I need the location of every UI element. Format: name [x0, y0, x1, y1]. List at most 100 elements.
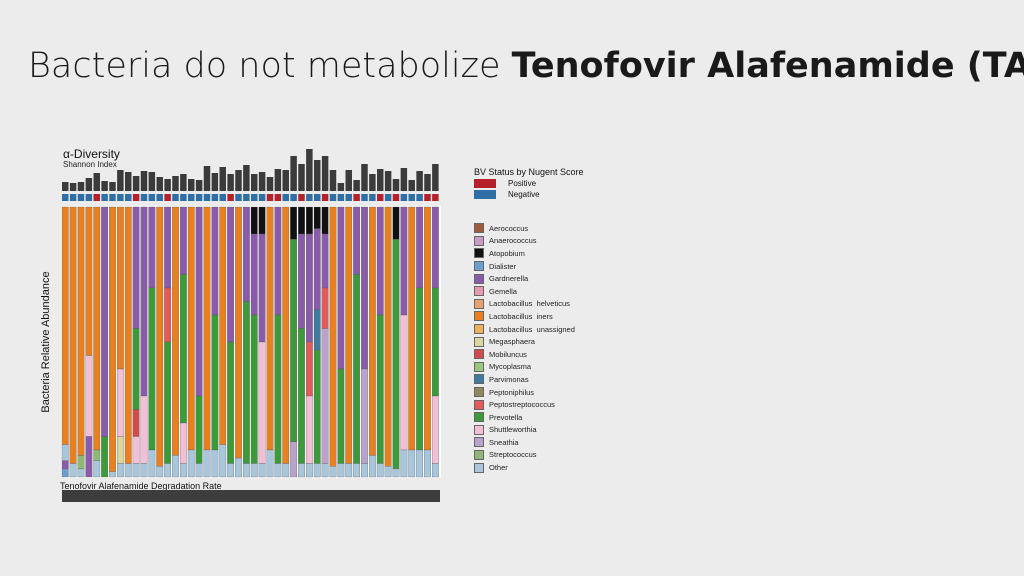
abundance-segment: [140, 395, 148, 464]
abundance-segment: [376, 463, 384, 478]
abundance-segment: [132, 436, 140, 464]
abundance-segment: [69, 206, 77, 464]
abundance-segment: [431, 287, 439, 397]
diversity-bar: [227, 174, 234, 191]
legend-swatch: [474, 261, 484, 272]
abundance-segment: [400, 314, 408, 451]
legend-swatch: [474, 298, 484, 309]
abundance-segment: [132, 206, 140, 329]
abundance-segment: [298, 206, 305, 235]
abundance-segment: [219, 206, 227, 445]
legend-swatch: [474, 286, 484, 297]
abundance-segment: [93, 206, 101, 451]
abundance-segment: [132, 463, 140, 478]
abundance-segment: [337, 463, 345, 478]
abundance-segment: [282, 463, 290, 478]
abundance-segment: [77, 206, 85, 456]
legend-swatch: [474, 223, 484, 234]
abundance-segment: [258, 463, 266, 478]
abundance-segment: [203, 449, 211, 478]
bv-status-cell: [392, 194, 400, 201]
bv-status-cell: [251, 194, 258, 201]
abundance-segment: [305, 463, 313, 478]
diversity-bar: [298, 164, 305, 191]
bv-status-cell: [369, 194, 376, 201]
bv-status-cell: [203, 194, 211, 201]
abundance-segment: [61, 206, 69, 445]
legend-label: Anaerococcus: [489, 236, 537, 246]
abundance-segment: [109, 471, 116, 478]
legend-swatch: [474, 361, 484, 372]
diversity-title: α-Diversity: [63, 147, 120, 161]
diversity-bar: [361, 164, 368, 191]
diversity-bar: [93, 173, 100, 191]
bv-status-cell: [353, 194, 360, 201]
abundance-segment: [313, 349, 321, 464]
abundance-segment: [400, 449, 408, 478]
diversity-bar: [266, 177, 274, 191]
bv-status-cell: [227, 194, 234, 201]
abundance-segment: [376, 314, 384, 464]
bv-positive-label: Positive: [508, 179, 537, 188]
abundance-segment: [384, 206, 392, 467]
legend-label: Atopobium: [489, 248, 525, 258]
abundance-segment: [274, 463, 282, 478]
abundance-segment: [116, 206, 124, 370]
bv-status-cell: [314, 194, 321, 201]
diversity-bar: [353, 180, 360, 191]
abundance-segment: [392, 206, 400, 240]
legend-swatch: [474, 424, 484, 435]
abundance-segment: [321, 328, 329, 464]
bv-status-cell: [361, 194, 368, 201]
legend-swatch: [474, 248, 484, 259]
legend-item: Anaerococcus: [474, 235, 575, 248]
diversity-bar: [258, 172, 266, 191]
bv-status-cell: [282, 194, 289, 201]
abundance-segment: [235, 457, 242, 478]
diversity-bar: [101, 181, 108, 191]
legend-item: Parvimonas: [474, 373, 575, 386]
bv-status-cell: [101, 194, 108, 201]
bv-status-cell: [266, 194, 274, 201]
legend-item: Dialister: [474, 260, 575, 273]
abundance-segment: [242, 206, 250, 302]
abundance-segment: [85, 355, 93, 437]
slide-title-bold: Tenofovir Alafenamide (TAF): [511, 46, 1024, 86]
abundance-segment: [179, 463, 187, 478]
abundance-segment: [282, 206, 290, 464]
abundance-segment: [132, 328, 140, 410]
bv-status-cell: [290, 194, 297, 201]
bv-status-cell: [274, 194, 282, 201]
bv-negative-label: Negative: [508, 190, 540, 199]
bv-status-cell: [432, 194, 439, 201]
abundance-segment: [172, 455, 179, 478]
abundance-segment: [361, 463, 368, 478]
bv-status-cell: [62, 194, 69, 201]
abundance-segment: [116, 436, 124, 464]
legend-label: Gemella: [489, 286, 517, 296]
abundance-segment: [132, 409, 140, 437]
bv-status-cell: [306, 194, 313, 201]
abundance-segment: [250, 206, 258, 235]
abundance-segment: [431, 206, 439, 289]
bv-status-cell: [211, 194, 219, 201]
abundance-segment: [61, 460, 69, 470]
bv-status-cell: [156, 194, 163, 201]
legend-item: Megasphaera: [474, 335, 575, 348]
abundance-segment: [266, 449, 274, 478]
abundance-segment: [211, 206, 219, 316]
diversity-bar: [314, 160, 321, 191]
abundance-segment: [298, 463, 305, 478]
bv-status-cell: [219, 194, 226, 201]
legend-swatch: [474, 349, 484, 360]
abundance-segment: [85, 206, 93, 356]
abundance-segment: [258, 206, 266, 235]
diversity-bar: [125, 172, 132, 191]
diversity-subtitle: Shannon Index: [63, 160, 117, 169]
diversity-bar: [156, 177, 163, 191]
diversity-bar: [392, 179, 400, 191]
degradation-rate-bar: [62, 490, 440, 502]
diversity-bar: [408, 180, 415, 191]
abundance-segment: [148, 206, 156, 289]
abundance-segment: [305, 233, 313, 343]
